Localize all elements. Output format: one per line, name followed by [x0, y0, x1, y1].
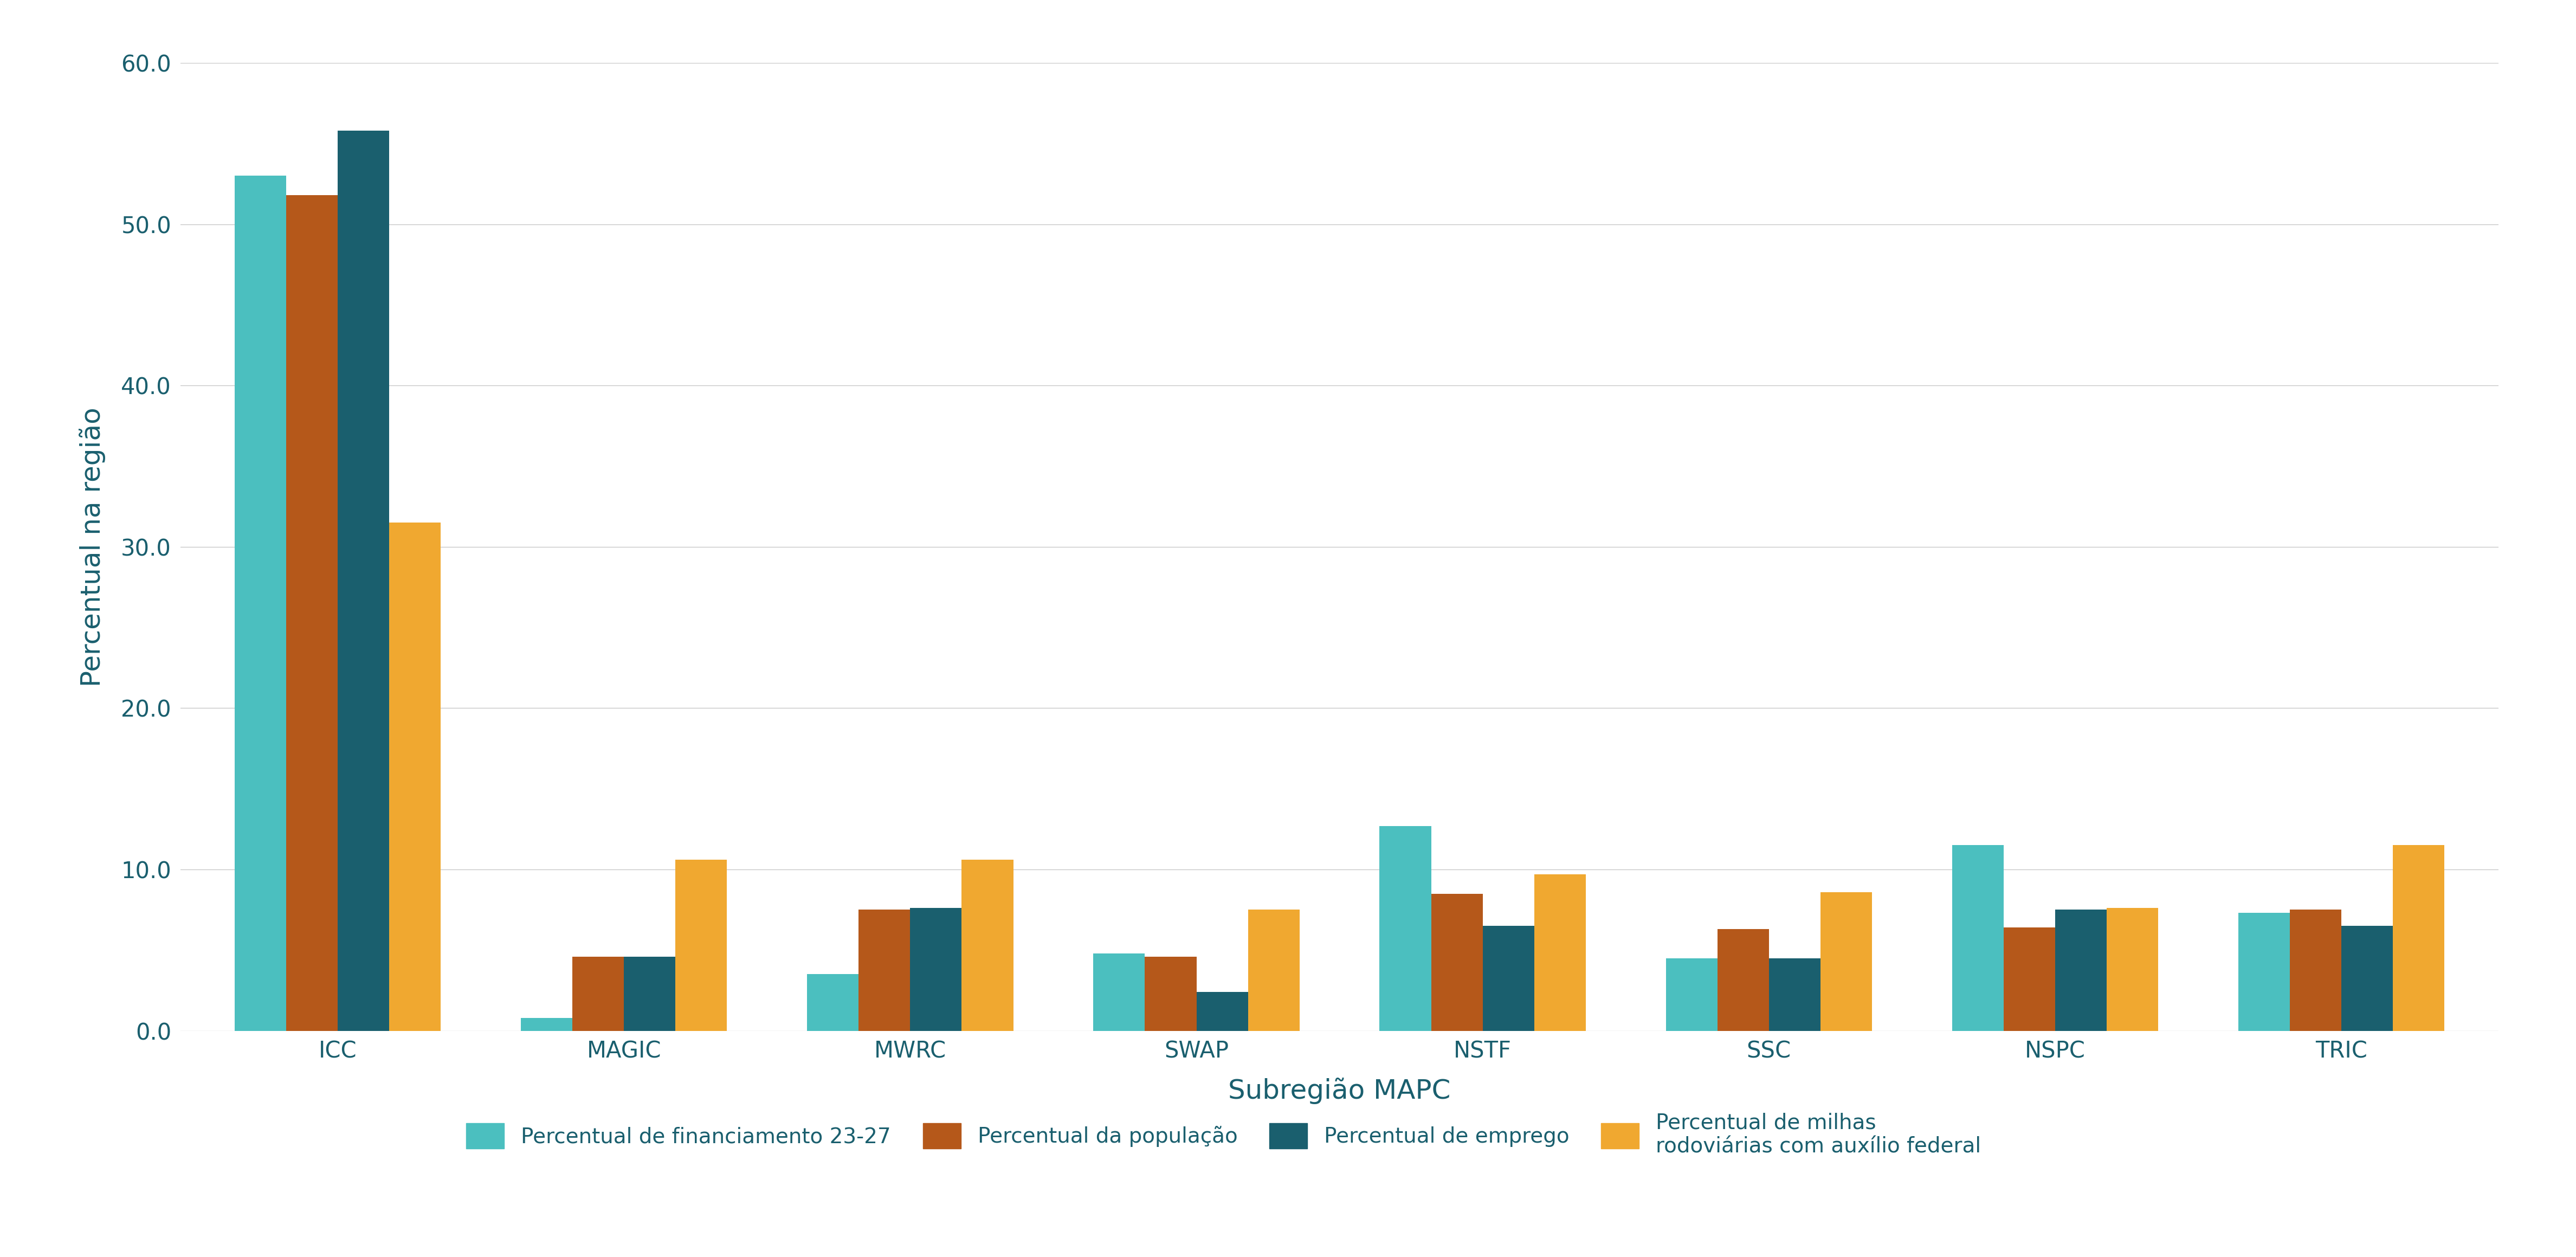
Bar	[2342, 926, 2393, 1031]
Bar	[909, 908, 961, 1031]
Bar	[1718, 929, 1770, 1031]
Legend: Percentual de financiamento 23-27, Percentual da população, Percentual de empreg: Percentual de financiamento 23-27, Perce…	[459, 1104, 1989, 1165]
Bar	[1770, 958, 1821, 1031]
Bar	[337, 131, 389, 1031]
Bar	[520, 1018, 572, 1031]
X-axis label: Subregião MAPC: Subregião MAPC	[1229, 1077, 1450, 1104]
Bar	[675, 860, 726, 1031]
Y-axis label: Percentual na região: Percentual na região	[80, 407, 106, 686]
Bar	[1247, 910, 1298, 1031]
Bar	[2239, 913, 2290, 1031]
Bar	[623, 957, 675, 1031]
Bar	[2107, 908, 2159, 1031]
Bar	[389, 523, 440, 1031]
Bar	[234, 176, 286, 1031]
Bar	[2004, 928, 2056, 1031]
Bar	[1195, 992, 1247, 1031]
Bar	[858, 910, 909, 1031]
Bar	[1484, 926, 1535, 1031]
Bar	[1144, 957, 1195, 1031]
Bar	[2290, 910, 2342, 1031]
Bar	[961, 860, 1012, 1031]
Bar	[2393, 845, 2445, 1031]
Bar	[1821, 892, 1873, 1031]
Bar	[1432, 894, 1484, 1031]
Bar	[1953, 845, 2004, 1031]
Bar	[806, 974, 858, 1031]
Bar	[572, 957, 623, 1031]
Bar	[2056, 910, 2107, 1031]
Bar	[1381, 826, 1432, 1031]
Bar	[1092, 953, 1144, 1031]
Bar	[1535, 875, 1587, 1031]
Bar	[1667, 958, 1718, 1031]
Bar	[286, 195, 337, 1031]
